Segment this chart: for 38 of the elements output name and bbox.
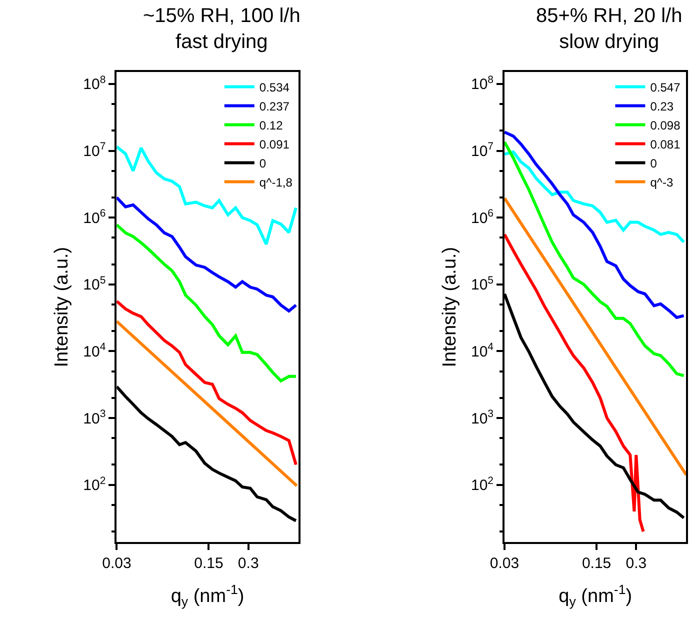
chart-title: ~15% RH, 100 l/h fast drying: [143, 5, 300, 53]
y-tick-label: 10$^{3}$: [470, 408, 494, 428]
legend-label: q^-3: [650, 175, 674, 190]
y-tick-label: 10$^{3}$: [83, 408, 106, 428]
y-tick-label: 10$^{5}$: [83, 274, 106, 294]
y-tick-label: 10$^{8}$: [83, 74, 106, 94]
legend-label: 0.237: [259, 99, 290, 114]
legend-label: 0.23: [650, 99, 674, 114]
y-tick-label: 10$^{6}$: [470, 208, 494, 227]
x-tick-label: 0.03: [102, 554, 132, 572]
y-tick-label: 10$^{7}$: [470, 140, 494, 160]
y-axis-title: Intensity (a.u.): [52, 246, 73, 368]
legend-label: 0.534: [259, 80, 290, 94]
x-tick-label: 0.3: [626, 554, 647, 572]
legend-label: 0.098: [650, 118, 681, 132]
legend-label: 0: [650, 156, 658, 170]
y-tick-label: 10$^{2}$: [83, 474, 106, 494]
y-tick-label: 10$^{5}$: [470, 274, 494, 294]
y-tick-label: 10$^{4}$: [83, 341, 106, 360]
x-tick-label: 0.15: [582, 554, 612, 572]
chart-title: 85+% RH, 20 l/h slow drying: [536, 5, 682, 53]
legend-label: 0.081: [650, 137, 681, 152]
legend-label: q^-1,8: [259, 175, 293, 190]
x-axis-title: q$_{y}$ (nm$^{-1}$): [170, 582, 244, 610]
x-tick-label: 0.3: [238, 554, 259, 572]
x-axis-title: q$_{y}$ (nm$^{-1}$): [558, 582, 632, 610]
legend-label: 0: [259, 156, 266, 170]
legend-label: 0.091: [259, 137, 290, 152]
y-tick-label: 10$^{4}$: [470, 341, 494, 360]
y-tick-label: 10$^{7}$: [83, 140, 106, 160]
x-tick-label: 0.03: [490, 554, 520, 572]
x-tick-label: 0.15: [194, 554, 224, 572]
y-tick-label: 10$^{8}$: [470, 74, 494, 94]
legend-label: 0.12: [259, 118, 284, 132]
y-tick-label: 10$^{2}$: [470, 474, 494, 494]
legend-label: 0.547: [650, 80, 681, 94]
y-axis-title: Intensity (a.u.): [439, 246, 460, 368]
y-tick-label: 10$^{6}$: [83, 208, 106, 227]
